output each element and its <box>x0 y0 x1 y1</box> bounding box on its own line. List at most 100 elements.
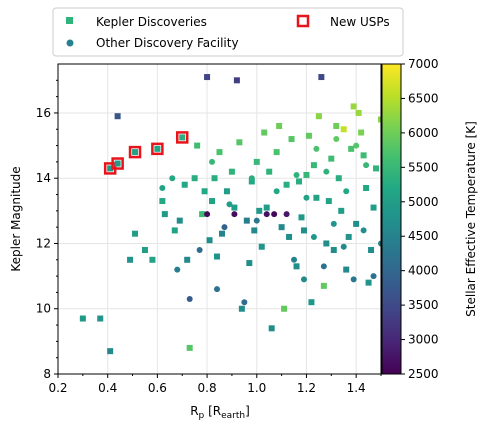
x-tick-label: 0.4 <box>98 381 117 395</box>
kepler-point <box>243 217 250 224</box>
kepler-point <box>298 214 305 221</box>
kepler-point <box>378 116 381 123</box>
kepler-point <box>107 348 114 355</box>
kepler-point <box>149 256 156 263</box>
legend-other-marker <box>66 39 74 47</box>
kepler-point <box>248 178 255 185</box>
kepler-point <box>253 158 260 165</box>
other-facility-point <box>330 220 337 227</box>
y-tick-label: 10 <box>36 302 51 316</box>
new-usp-point <box>128 145 142 159</box>
new-usp-fill <box>114 160 121 167</box>
kepler-point <box>338 207 345 214</box>
new-usp-point <box>151 142 164 156</box>
kepler-point <box>211 175 218 182</box>
other-facility-point <box>378 240 381 247</box>
plot-frame <box>57 63 382 375</box>
kepler-point <box>132 230 139 237</box>
other-facility-point <box>271 211 278 218</box>
kepler-point <box>181 181 188 188</box>
other-facility-point <box>353 142 360 149</box>
kepler-point <box>258 243 265 250</box>
other-facility-point <box>360 227 367 234</box>
kepler-point <box>127 256 134 263</box>
new-usp-point <box>175 131 189 144</box>
other-facility-point <box>283 211 290 218</box>
kepler-point <box>209 198 216 205</box>
kepler-point <box>313 194 320 201</box>
kepler-point <box>328 155 335 162</box>
other-facility-point <box>169 175 176 182</box>
other-facility-point <box>291 256 298 263</box>
x-tick-label: 0.2 <box>48 381 67 395</box>
legend-kepler-label: Kepler Discoveries <box>96 15 207 29</box>
kepler-point <box>199 211 206 218</box>
other-facility-point <box>248 175 255 182</box>
kepler-point <box>368 247 375 253</box>
colorbar-tick-label: 4500 <box>408 229 439 243</box>
kepler-point <box>246 260 253 267</box>
kepler-point <box>355 109 362 116</box>
plot-area <box>58 64 381 374</box>
x-tick-label: 0.8 <box>198 381 217 395</box>
other-facility-point <box>340 243 347 250</box>
colorbar-ticks: 2500 3000 3500 4000 4500 5000 5500 6000 6500 7000 <box>401 57 439 381</box>
colorbar-tick-label: 4000 <box>408 264 439 278</box>
legend-usp-label: New USPs <box>330 15 390 29</box>
new-usp-fill <box>132 149 139 156</box>
kepler-point <box>191 175 198 182</box>
y-tick-label: 12 <box>36 236 51 250</box>
kepler-point <box>283 181 290 188</box>
x-tick-label: 1.0 <box>247 381 266 395</box>
kepler-point <box>373 165 380 172</box>
kepler-point <box>288 136 295 143</box>
kepler-point <box>350 103 357 110</box>
new-usp-fill <box>107 165 114 172</box>
x-axis-label: Rp [Rearth] <box>190 404 250 421</box>
kepler-point <box>251 227 258 234</box>
x-tick-label: 1.2 <box>297 381 316 395</box>
other-facility-point <box>231 211 238 218</box>
kepler-point <box>256 207 263 214</box>
kepler-point <box>281 305 288 312</box>
kepler-point <box>293 263 300 270</box>
kepler-point <box>330 247 337 253</box>
x-tick-label: 1.4 <box>347 381 366 395</box>
kepler-point <box>176 217 183 224</box>
y-tick-label: 14 <box>36 171 51 185</box>
colorbar-tick-label: 5000 <box>408 195 439 209</box>
new-usp-fill <box>179 134 186 141</box>
kepler-point <box>236 139 243 146</box>
x-axis: 0.2 0.4 0.6 0.8 1.0 1.2 1.4 <box>48 374 382 395</box>
other-facility-point <box>159 185 166 191</box>
colorbar-tick-label: 3500 <box>408 298 439 312</box>
new-usp-fill <box>154 145 161 152</box>
kepler-point <box>231 204 238 211</box>
kepler-point <box>315 113 322 120</box>
kepler-point <box>171 227 178 234</box>
kepler-point <box>184 256 191 263</box>
colorbar-tick-label: 2500 <box>408 367 439 381</box>
other-facility-point <box>221 224 228 231</box>
kepler-point <box>286 233 293 240</box>
other-facility-point <box>293 171 300 178</box>
kepler-point <box>214 253 221 260</box>
kepler-point <box>325 198 332 205</box>
new-usp-point <box>111 157 124 170</box>
kepler-point <box>218 230 225 237</box>
other-facility-point <box>204 211 211 218</box>
kepler-point <box>276 123 283 129</box>
colorbar-label: Stellar Effective Temperature [K] <box>464 121 478 317</box>
colorbar-tick-label: 5500 <box>408 160 439 174</box>
kepler-point <box>353 220 360 227</box>
kepler-point <box>228 168 235 175</box>
kepler-point <box>273 149 280 156</box>
kepler-point <box>261 129 268 136</box>
other-facility-point <box>253 217 260 224</box>
other-facility-point <box>226 201 233 208</box>
kepler-point <box>266 168 273 175</box>
kepler-point <box>296 178 303 185</box>
kepler-point <box>114 113 121 120</box>
other-facility-point <box>186 295 193 302</box>
kepler-point <box>233 77 240 84</box>
